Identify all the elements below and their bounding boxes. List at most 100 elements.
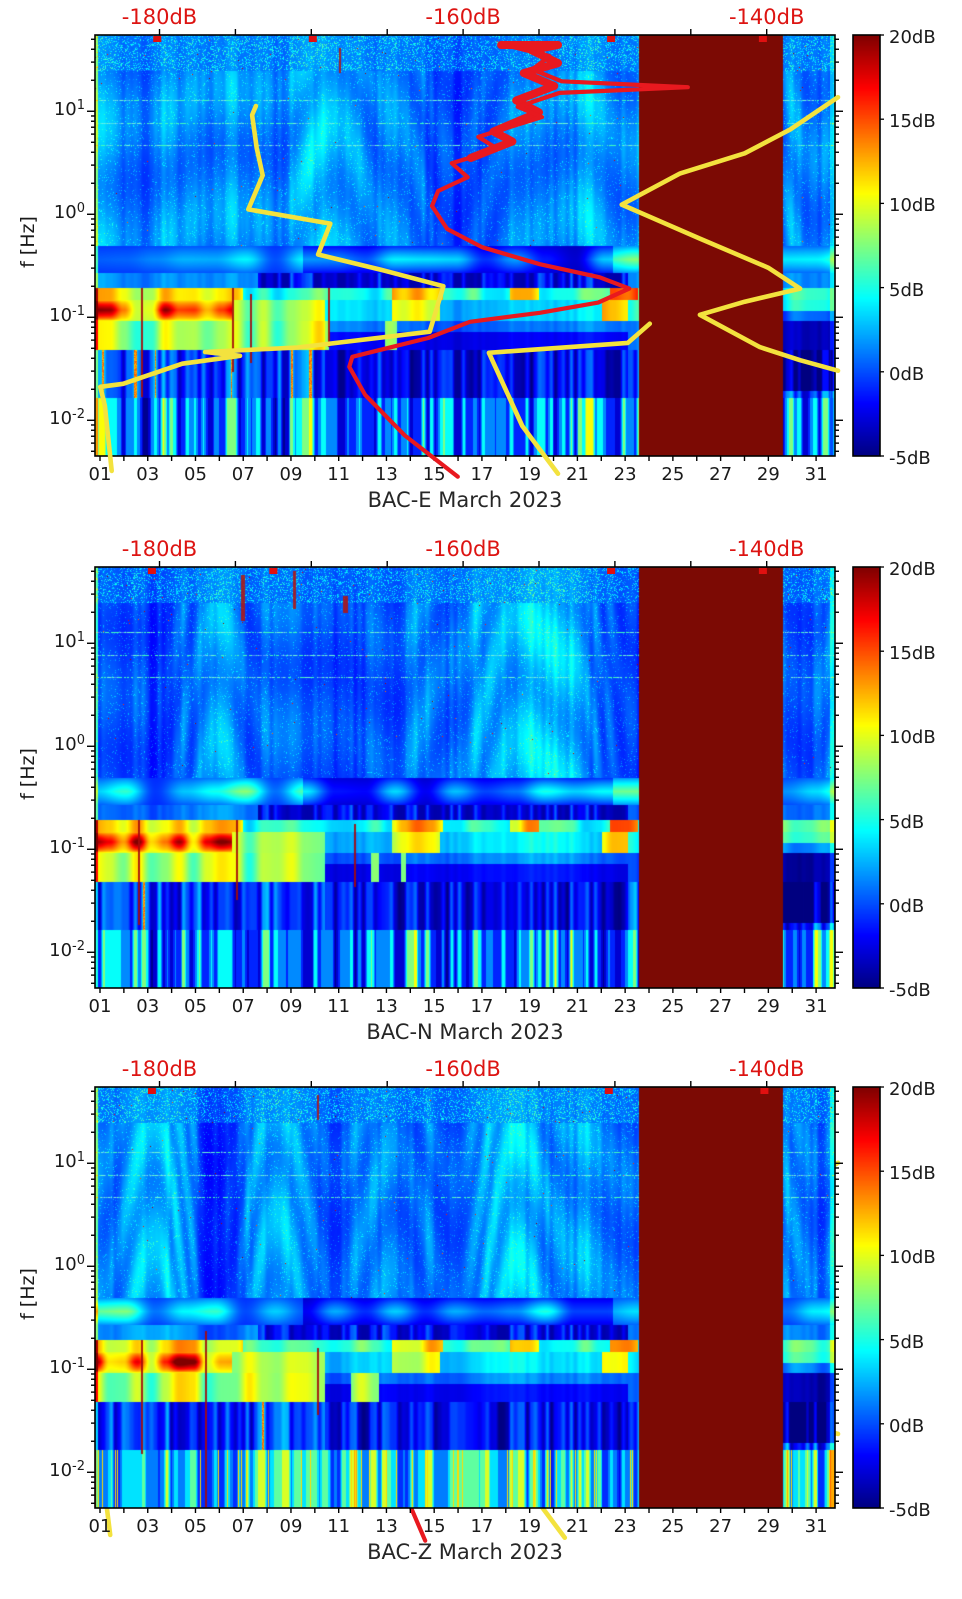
x-axis-tick-label: 23 xyxy=(613,1516,637,1537)
x-axis-tick-label: 11 xyxy=(327,1516,351,1537)
y-axis-tick-label: 10-2 xyxy=(49,939,85,962)
x-axis-tick-label: 01 xyxy=(88,464,112,485)
x-axis-tick-label: 07 xyxy=(231,1516,255,1537)
x-axis-tick-label: 19 xyxy=(518,996,542,1017)
x-axis-tick-label: 13 xyxy=(374,1516,398,1537)
top-axis-tick-label: -180dB xyxy=(121,537,198,561)
y-axis-tick-label: 10-2 xyxy=(49,407,85,430)
y-axis-tick-label: 100 xyxy=(53,1253,85,1276)
y-axis-tick-label: 101 xyxy=(53,630,85,653)
y-axis-label: f [Hz] xyxy=(17,748,39,800)
x-axis-tick-label: 03 xyxy=(136,996,160,1017)
x-axis-tick-label: 31 xyxy=(804,1516,828,1537)
x-axis-tick-label: 19 xyxy=(518,1516,542,1537)
x-axis-tick-label: 17 xyxy=(470,1516,494,1537)
spectrogram-canvas-bac-n xyxy=(95,567,835,988)
top-axis-tick-label: -180dB xyxy=(121,1057,198,1081)
colorbar-tick-label: 0dB xyxy=(889,363,925,385)
colorbar-tick-label: 20dB xyxy=(889,27,936,48)
panel-title: BAC-Z March 2023 xyxy=(367,1540,563,1564)
colorbar-tick-label: 15dB xyxy=(889,1163,936,1185)
x-axis-tick-label: 15 xyxy=(422,996,446,1017)
x-axis-tick-label: 05 xyxy=(184,1516,207,1537)
x-axis-tick-label: 01 xyxy=(88,996,112,1017)
colorbar-tick-label: 10dB xyxy=(889,727,936,749)
x-axis-tick-label: 09 xyxy=(279,1516,303,1537)
x-axis-tick-label: 21 xyxy=(565,1516,589,1537)
x-axis-tick-label: 15 xyxy=(422,464,446,485)
overlay-axes-curves-bac-z xyxy=(87,1081,884,1513)
colorbar-tick-label: -5dB xyxy=(889,980,931,1001)
x-axis-tick-label: 13 xyxy=(374,996,398,1017)
colorbar-tick-label: 0dB xyxy=(889,1415,925,1437)
x-axis-tick-label: 05 xyxy=(184,464,207,485)
x-axis-tick-label: 11 xyxy=(327,464,351,485)
x-axis-tick-label: 01 xyxy=(88,1516,112,1537)
panel-title: BAC-N March 2023 xyxy=(366,1020,564,1044)
x-axis-tick-label: 03 xyxy=(136,1516,160,1537)
x-axis-tick-label: 09 xyxy=(279,996,303,1017)
overlay-axes-curves-bac-e xyxy=(87,29,884,479)
colorbar-bac-e xyxy=(853,35,880,456)
top-axis-tick-label: -160dB xyxy=(425,1057,501,1081)
x-axis-tick-label: 25 xyxy=(661,1516,685,1537)
y-axis-label: f [Hz] xyxy=(17,1268,39,1320)
top-axis-tick-label: -180dB xyxy=(121,5,198,29)
colorbar-tick-label: 5dB xyxy=(889,279,925,301)
top-axis-tick-label: -160dB xyxy=(425,537,501,561)
x-axis-tick-label: 15 xyxy=(422,1516,446,1537)
x-axis-tick-label: 19 xyxy=(518,464,542,485)
x-axis-tick-label: 27 xyxy=(709,996,733,1017)
x-axis-tick-label: 07 xyxy=(231,464,255,485)
spectrogram-canvas-bac-z xyxy=(95,1087,835,1508)
x-axis-tick-label: 17 xyxy=(470,464,494,485)
colorbar-tick-label: 20dB xyxy=(889,1079,936,1100)
x-axis-tick-label: 11 xyxy=(327,996,351,1017)
x-axis-tick-label: 17 xyxy=(470,996,494,1017)
x-axis-tick-label: 21 xyxy=(565,996,589,1017)
colorbar-tick-label: 10dB xyxy=(889,195,936,217)
y-axis-tick-label: 10-1 xyxy=(49,304,85,327)
y-axis-tick-label: 101 xyxy=(53,1150,85,1173)
x-axis-tick-label: 07 xyxy=(231,996,255,1017)
colorbar-tick-label: 10dB xyxy=(889,1247,936,1269)
x-axis-tick-label: 03 xyxy=(136,464,160,485)
colorbar-tick-label: -5dB xyxy=(889,448,931,469)
x-axis-tick-label: 05 xyxy=(184,996,207,1017)
colorbar-tick-label: -5dB xyxy=(889,1500,931,1521)
x-axis-tick-label: 23 xyxy=(613,464,637,485)
y-axis-tick-label: 100 xyxy=(53,201,85,224)
x-axis-tick-label: 31 xyxy=(804,996,828,1017)
x-axis-tick-label: 29 xyxy=(756,464,780,485)
colorbar-bac-n xyxy=(853,567,880,988)
colorbar-bac-z xyxy=(853,1087,880,1508)
colorbar-tick-label: 15dB xyxy=(889,643,936,665)
panel-title: BAC-E March 2023 xyxy=(367,488,563,512)
top-axis-tick-label: -140dB xyxy=(728,5,805,29)
top-axis-tick-label: -140dB xyxy=(728,1057,805,1081)
x-axis-tick-label: 31 xyxy=(804,464,828,485)
x-axis-tick-label: 29 xyxy=(756,1516,780,1537)
colorbar-tick-label: 0dB xyxy=(889,895,925,917)
overlay-axes-curves-bac-n xyxy=(87,561,884,1543)
colorbar-tick-label: 5dB xyxy=(889,1331,925,1353)
y-axis-tick-label: 10-2 xyxy=(49,1459,85,1482)
top-axis-tick-label: -160dB xyxy=(425,5,501,29)
y-axis-tick-label: 10-1 xyxy=(49,1356,85,1379)
x-axis-tick-label: 21 xyxy=(565,464,589,485)
x-axis-tick-label: 09 xyxy=(279,464,303,485)
colorbar-tick-label: 5dB xyxy=(889,811,925,833)
x-axis-tick-label: 27 xyxy=(709,1516,733,1537)
x-axis-tick-label: 27 xyxy=(709,464,733,485)
colorbar-tick-label: 20dB xyxy=(889,559,936,580)
x-axis-tick-label: 25 xyxy=(661,996,685,1017)
y-axis-tick-label: 101 xyxy=(53,98,85,121)
y-axis-tick-label: 10-1 xyxy=(49,836,85,859)
y-axis-label: f [Hz] xyxy=(17,216,39,268)
x-axis-tick-label: 29 xyxy=(756,996,780,1017)
x-axis-tick-label: 23 xyxy=(613,996,637,1017)
colorbar-tick-label: 15dB xyxy=(889,111,936,133)
x-axis-tick-label: 13 xyxy=(374,464,398,485)
y-axis-tick-label: 100 xyxy=(53,733,85,756)
